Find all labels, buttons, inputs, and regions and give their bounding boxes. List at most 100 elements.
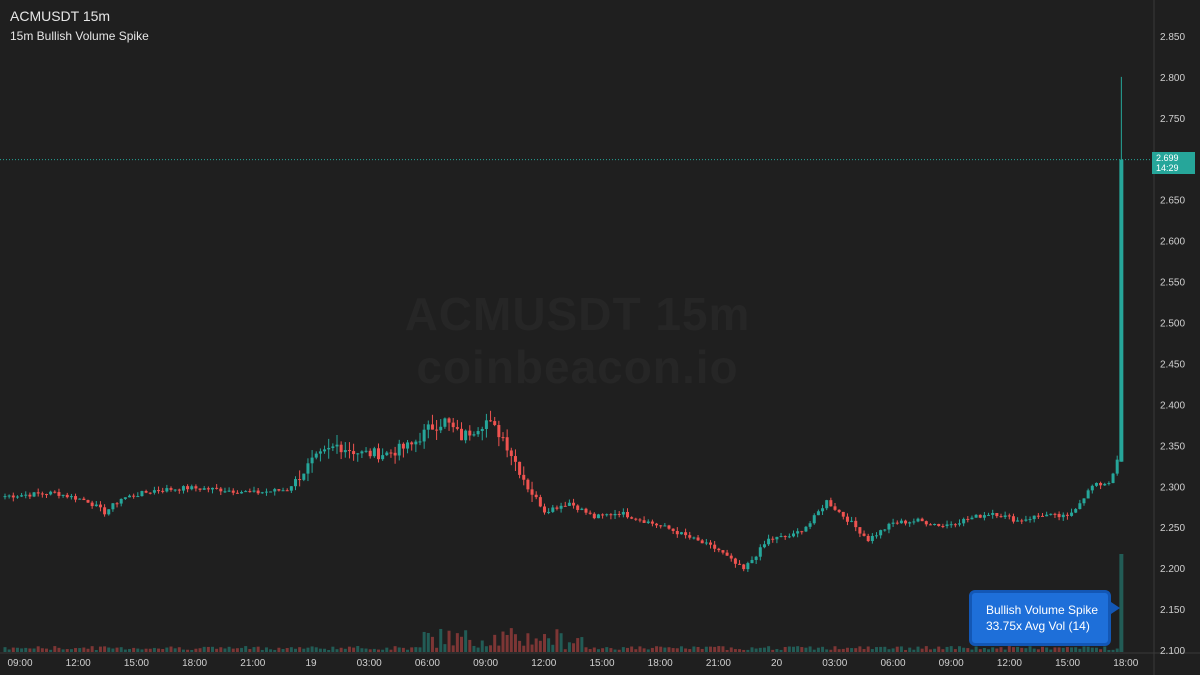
- volume-bar: [808, 646, 812, 652]
- volume-bar: [3, 647, 7, 652]
- candle-body: [895, 522, 899, 524]
- candle-body: [7, 495, 11, 497]
- candle-body: [227, 490, 231, 492]
- candle-body: [841, 511, 845, 517]
- volume-bar: [879, 646, 883, 652]
- volume-bar: [173, 648, 177, 652]
- candle-body: [825, 500, 829, 509]
- volume-bar: [713, 646, 717, 652]
- volume-bar: [779, 649, 783, 652]
- candle-body: [298, 479, 302, 481]
- volume-bar: [617, 649, 621, 652]
- candle-body: [347, 450, 351, 452]
- candle-body: [430, 424, 434, 430]
- candle-body: [397, 443, 401, 456]
- candle-body: [61, 494, 65, 496]
- volume-bar: [605, 647, 609, 652]
- candle-body: [821, 508, 825, 512]
- volume-bar: [1094, 647, 1098, 652]
- volume-bar: [78, 648, 82, 652]
- volume-bar: [958, 646, 961, 652]
- volume-bar: [61, 649, 65, 652]
- volume-bar: [850, 648, 854, 652]
- candle-body: [808, 523, 812, 527]
- candle-body: [327, 447, 331, 450]
- candle-body: [771, 538, 775, 540]
- volume-bar: [621, 647, 625, 652]
- candle-body: [1053, 513, 1057, 515]
- y-tick-label: 2.300: [1160, 482, 1185, 493]
- volume-bar: [98, 646, 102, 652]
- candle-body: [1036, 515, 1040, 517]
- candle-body: [484, 420, 488, 429]
- volume-bar: [240, 647, 244, 652]
- volume-bar: [289, 647, 293, 652]
- volume-bar: [389, 649, 393, 652]
- candle-body: [36, 492, 40, 494]
- candle-body: [223, 491, 227, 493]
- volume-bar: [750, 647, 754, 652]
- candle-body: [94, 504, 98, 507]
- volume-bar: [588, 649, 592, 652]
- candle-body: [982, 515, 986, 518]
- volume-bar: [36, 646, 40, 652]
- volume-bar: [663, 647, 667, 652]
- candle-body: [148, 492, 152, 494]
- candle-body: [74, 496, 78, 500]
- candle-body: [447, 418, 451, 423]
- candle-body: [331, 446, 335, 448]
- volume-bar: [393, 646, 397, 652]
- x-tick-label: 19: [305, 658, 317, 669]
- y-tick-label: 2.850: [1160, 32, 1185, 43]
- candle-body: [339, 444, 343, 453]
- volume-bar: [522, 645, 526, 652]
- candle-body: [742, 564, 746, 570]
- x-tick-label: 20: [771, 658, 783, 669]
- candle-body: [1020, 520, 1024, 522]
- candle-body: [970, 517, 974, 520]
- candle-body: [1074, 509, 1078, 513]
- candle-body: [767, 538, 771, 545]
- candle-body: [522, 474, 526, 480]
- volume-bar: [949, 646, 953, 652]
- volume-bar: [435, 647, 439, 652]
- volume-bar: [161, 648, 165, 652]
- volume-bar: [273, 649, 277, 652]
- candle-body: [709, 542, 712, 545]
- watermark-site: coinbeacon.io: [416, 341, 739, 393]
- volume-bar: [90, 646, 94, 652]
- volume-bar: [377, 649, 380, 652]
- candle-body: [1099, 482, 1103, 486]
- candle-body: [206, 488, 210, 490]
- candle-body: [231, 490, 235, 493]
- volume-bar: [671, 648, 675, 652]
- candle-body: [1032, 515, 1036, 520]
- spike-volume-bar: [1119, 554, 1124, 652]
- volume-bar: [372, 648, 376, 652]
- candle-body: [277, 489, 281, 491]
- volume-bar: [302, 648, 306, 652]
- volume-bar: [1103, 646, 1107, 652]
- volume-bar: [310, 646, 314, 652]
- volume-bar: [609, 648, 613, 652]
- volume-bar: [887, 649, 891, 652]
- candle-body: [526, 479, 530, 490]
- volume-bar: [489, 645, 493, 652]
- volume-bar: [841, 648, 845, 652]
- volume-bar: [385, 647, 389, 652]
- volume-bar: [256, 646, 260, 652]
- volume-bar: [787, 646, 791, 652]
- candle-body: [928, 524, 932, 526]
- volume-bar: [1028, 646, 1032, 652]
- volume-bar: [534, 638, 538, 652]
- candle-body: [816, 511, 820, 516]
- volume-bar: [825, 649, 829, 652]
- volume-bar: [650, 647, 654, 652]
- candle-body: [858, 527, 862, 534]
- x-tick-label: 15:00: [1055, 658, 1080, 669]
- volume-bar: [418, 647, 422, 652]
- volume-bar: [186, 649, 190, 652]
- candle-body: [302, 473, 306, 480]
- candle-body: [123, 497, 127, 499]
- candle-body: [273, 489, 277, 492]
